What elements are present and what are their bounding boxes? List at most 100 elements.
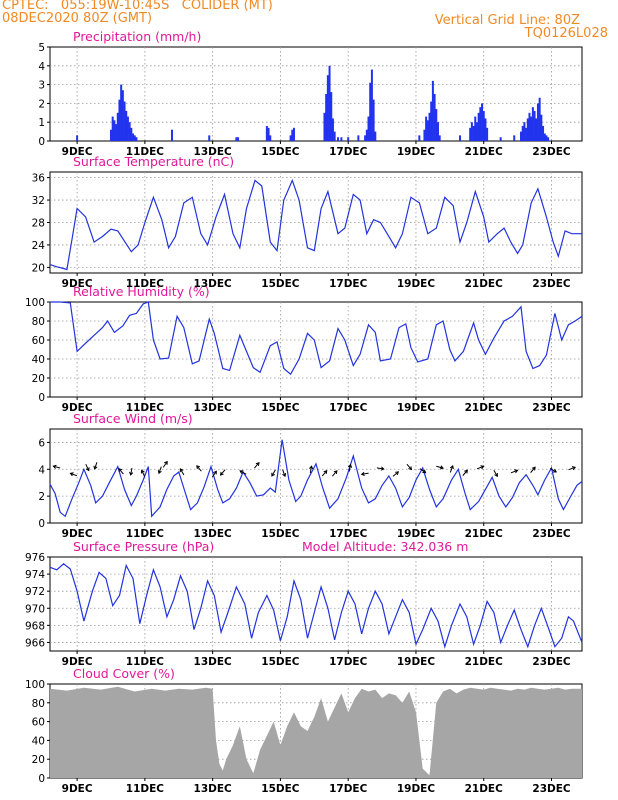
- panel-title: Cloud Cover (%): [73, 666, 175, 681]
- precip-bar: [125, 110, 128, 141]
- y-tick-label: 40: [32, 735, 45, 747]
- x-tick-label: 21DEC: [465, 528, 504, 540]
- y-tick-label: 0: [38, 136, 45, 148]
- x-tick-label: 21DEC: [465, 146, 504, 158]
- precip-bar: [370, 69, 373, 141]
- y-tick-label: 4: [38, 464, 45, 476]
- panel-title: Surface Wind (m/s): [73, 411, 193, 426]
- x-tick-label: 15DEC: [261, 278, 300, 290]
- precip-bar: [499, 137, 502, 141]
- header-line1-right: Vertical Grid Line: 80Z: [434, 13, 580, 28]
- wind-arrow: [347, 463, 353, 472]
- precip-bar: [130, 127, 133, 141]
- x-tick-label: 9DEC: [62, 278, 93, 290]
- x-tick-label: 19DEC: [397, 278, 436, 290]
- y-tick-label: 974: [25, 569, 45, 581]
- precip-bar: [128, 122, 131, 141]
- precip-bar: [132, 133, 135, 141]
- precip-bar: [482, 110, 485, 141]
- y-tick-label: 32: [32, 195, 45, 207]
- y-tick-label: 28: [32, 218, 45, 230]
- precip-bar: [431, 80, 434, 141]
- precip-bar: [126, 116, 129, 141]
- precip-bar: [116, 112, 119, 141]
- panel-5: 966 968 970 972 974 976 9DEC 11DEC 13DEC 15DEC 17D…: [25, 539, 583, 668]
- y-tick-label: 60: [32, 717, 45, 729]
- y-tick-label: 20: [32, 373, 45, 385]
- model-altitude-label: Model Altitude: 342.036 m: [302, 539, 468, 554]
- x-tick-label: 9DEC: [62, 402, 93, 414]
- x-tick-label: 11DEC: [126, 528, 165, 540]
- x-tick-label: 11DEC: [126, 402, 165, 414]
- precip-bar: [469, 127, 472, 141]
- wind-arrow: [129, 467, 134, 476]
- precip-bar: [330, 92, 333, 141]
- panel-1: 0 1 2 3 4 5 9DEC 11DEC 13DEC 15DEC 17DEC 19DEC 21DEC…: [38, 29, 583, 158]
- panel-title: Precipitation (mm/h): [73, 29, 201, 44]
- y-tick-label: 80: [32, 316, 45, 328]
- x-tick-label: 15DEC: [261, 528, 300, 540]
- wind-arrow: [271, 469, 276, 477]
- precip-bar: [118, 99, 121, 141]
- precip-bar: [374, 131, 377, 141]
- precip-bar: [337, 137, 340, 141]
- x-tick-label: 9DEC: [62, 783, 93, 795]
- header-line2-left: 08DEC2020 80Z (GMT): [2, 11, 153, 26]
- y-tick-label: 100: [25, 297, 45, 309]
- precip-bar: [326, 75, 329, 141]
- precip-bar: [120, 84, 123, 141]
- precip-bar: [525, 127, 528, 141]
- x-tick-label: 11DEC: [126, 783, 165, 795]
- y-tick-label: 60: [32, 335, 45, 347]
- precip-bar: [423, 129, 426, 141]
- precip-bar: [533, 110, 536, 141]
- precip-bar: [520, 131, 523, 141]
- panel-3: 0 20 40 60 80 100 9DEC 11DEC 13DEC 15DEC 17DEC 19DE…: [25, 284, 583, 414]
- precip-bar: [331, 118, 334, 141]
- precip-bar: [323, 112, 326, 141]
- precip-bar: [475, 122, 478, 141]
- wind-arrow: [449, 464, 454, 473]
- wind-arrow: [332, 470, 338, 477]
- precip-bar: [459, 135, 462, 141]
- y-tick-label: 36: [32, 173, 46, 185]
- x-tick-label: 23DEC: [532, 278, 571, 290]
- wind-arrow: [309, 465, 314, 474]
- series-line: [49, 439, 583, 518]
- x-tick-label: 13DEC: [194, 656, 233, 668]
- precip-bar: [426, 120, 429, 141]
- precip-bar: [428, 112, 431, 141]
- precip-bar: [481, 103, 484, 141]
- precip-bar: [543, 133, 546, 141]
- x-tick-label: 9DEC: [62, 528, 93, 540]
- y-tick-label: 3: [38, 80, 45, 92]
- panel-6: 0 20 40 60 80 100 9DEC 11DEC 13DEC 15DEC 17DEC 19DE…: [25, 666, 583, 795]
- wind-arrow: [549, 467, 558, 473]
- panel-2: 20 24 28 32 36 9DEC 11DEC 13DEC 15DEC 17DEC 19DEC 2…: [32, 154, 583, 290]
- wind-arrow: [219, 469, 226, 476]
- precip-bar: [115, 124, 118, 141]
- y-tick-label: 972: [25, 586, 45, 598]
- y-tick-label: 0: [38, 518, 45, 530]
- precip-bar: [267, 127, 270, 141]
- x-tick-label: 9DEC: [62, 656, 93, 668]
- x-tick-label: 15DEC: [261, 402, 300, 414]
- precip-bar: [367, 116, 370, 141]
- precip-bar: [538, 97, 541, 141]
- panel-4: 0 2 4 6 9DEC 11DEC 13DEC 15DEC 17DEC 19DEC 21DEC 23…: [38, 411, 583, 540]
- wind-arrow: [162, 460, 168, 468]
- header-line1-left: CPTEC: 055:19W-10:45S COLIDER (MT): [2, 0, 273, 13]
- precip-bar: [528, 112, 531, 141]
- precip-bar: [435, 109, 438, 141]
- precip-bar: [369, 82, 372, 141]
- y-tick-label: 4: [38, 61, 45, 73]
- precip-bar: [474, 116, 477, 141]
- x-tick-label: 17DEC: [329, 402, 368, 414]
- x-tick-label: 15DEC: [261, 783, 300, 795]
- wind-arrow: [211, 470, 217, 478]
- x-tick-label: 23DEC: [532, 528, 571, 540]
- wind-arrow: [179, 468, 185, 476]
- x-tick-label: 11DEC: [126, 278, 165, 290]
- wind-arrow: [239, 470, 247, 475]
